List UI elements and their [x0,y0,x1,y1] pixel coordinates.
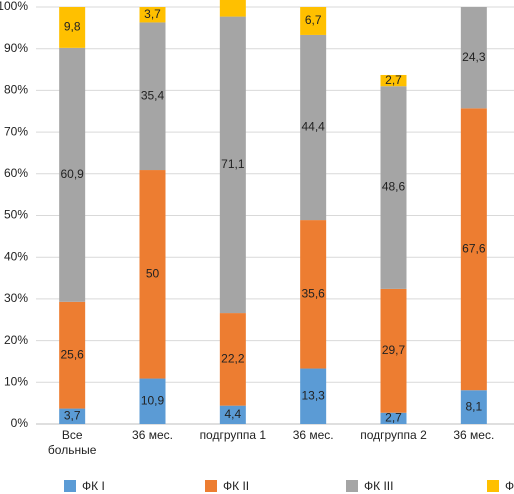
legend-swatch [64,480,76,492]
legend-label: ФК I [82,479,105,493]
bar-segment [380,288,407,413]
data-label: 24,3 [462,50,486,64]
bar-segment [219,0,246,17]
data-label: 67,6 [462,241,486,255]
data-label: 35,6 [301,286,325,300]
y-tick-label: 10% [4,374,28,388]
data-label: 8,1 [465,399,482,413]
legend-swatch [487,480,499,492]
data-label: 71,1 [221,157,245,171]
y-tick-label: 0% [11,416,29,430]
data-label: 2,7 [385,73,402,87]
y-tick-label: 100% [0,0,28,13]
bar-segment [139,170,166,379]
bar-segment [380,412,407,424]
data-label: 3,7 [144,7,161,21]
y-tick-label: 60% [4,166,28,180]
legend-label: ФК II [223,479,249,493]
x-tick-label: подгруппа 1 [200,428,267,442]
bar-segment [380,86,407,289]
bar-segment [219,313,246,406]
data-label: 50 [146,266,160,280]
bar-segment [59,7,86,48]
bar-segment [300,34,327,221]
bar-segment [139,7,166,23]
y-tick-label: 40% [4,249,28,263]
data-label: 10,9 [141,393,165,407]
y-tick-label: 30% [4,291,28,305]
legend-swatch [205,480,217,492]
bar-segment [460,390,487,424]
legend-label: ФК III [364,479,393,493]
y-tick-label: 80% [4,83,28,97]
data-label: 2,7 [385,411,402,425]
bar-segment [139,378,166,424]
data-label: 3,7 [64,408,81,422]
bar-segment [380,74,407,87]
bar-segment [139,22,166,171]
y-tick-label: 90% [4,41,28,55]
bar-segment [219,405,246,424]
data-label: 22,2 [221,352,245,366]
bar-segment [219,16,246,314]
data-label: 35,4 [141,88,165,102]
x-tick-label: Все больные [48,428,97,457]
data-label: 44,4 [301,120,325,134]
data-label: 9,8 [64,20,81,34]
legend-swatch [346,480,358,492]
data-label: 29,7 [382,343,406,357]
y-tick-label: 50% [4,208,28,222]
data-label: 25,6 [60,347,84,361]
data-label: 13,3 [301,388,325,402]
bar-segment [59,301,86,409]
x-tick-label: 36 мес. [132,428,173,442]
y-tick-label: 20% [4,333,28,347]
x-tick-label: 36 мес. [453,428,494,442]
bar-segment [300,220,327,369]
bar-segment [300,7,327,35]
data-label: 48,6 [382,180,406,194]
data-label: 4,4 [224,407,241,421]
x-tick-label: 36 мес. [293,428,334,442]
legend-label: ФК IV [505,479,514,493]
x-tick-label: подгруппа 2 [360,428,427,442]
bar-segment [460,108,487,391]
bar-segment [59,408,86,424]
y-tick-label: 70% [4,124,28,138]
bar-segment [300,368,327,424]
data-label: 6,7 [305,13,322,27]
bar-segment [59,47,86,302]
bar-segment [460,7,487,109]
data-label: 60,9 [60,167,84,181]
